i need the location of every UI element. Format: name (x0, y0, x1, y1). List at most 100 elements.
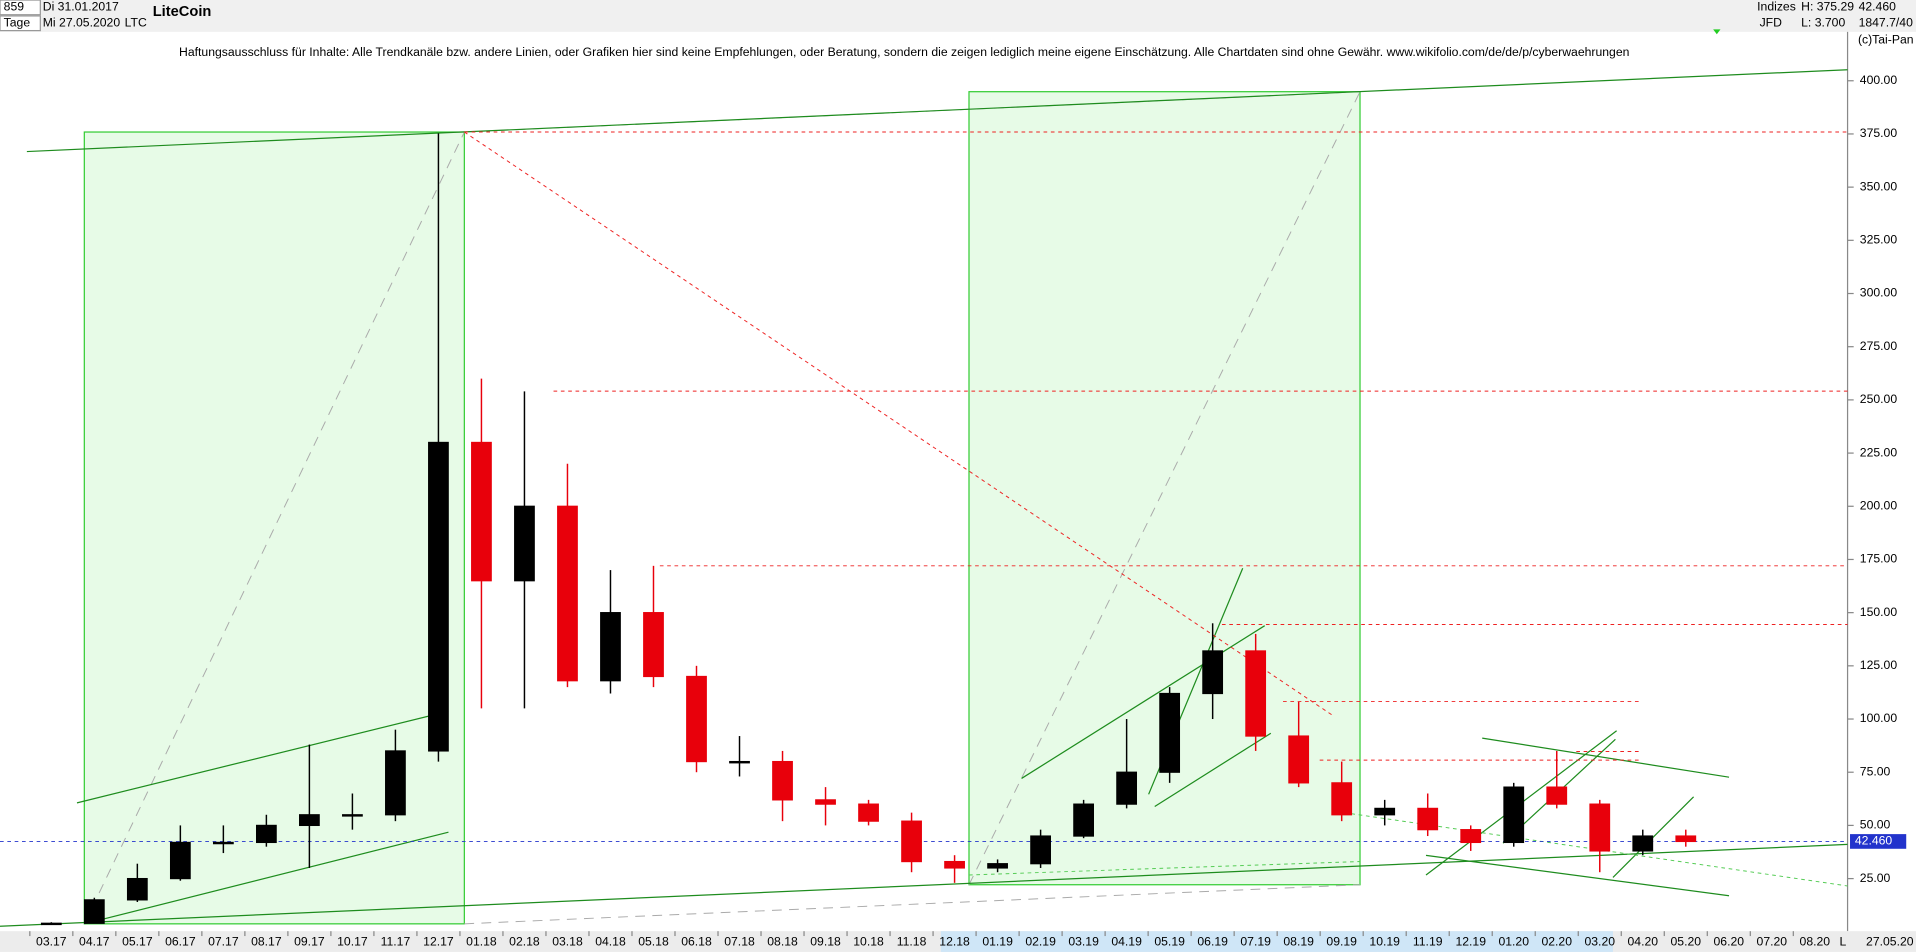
candle-body (729, 760, 750, 764)
instrument-name: LiteCoin (153, 4, 212, 20)
candle-body (600, 612, 621, 682)
low: L: 3.700 (1801, 15, 1845, 29)
candle-body (1417, 807, 1439, 831)
y-tick-label: 200.00 (1860, 498, 1898, 512)
x-tick-label: 05.19 (1154, 934, 1185, 948)
x-tick-label: 08.20 (1800, 934, 1831, 948)
candle-body (772, 760, 793, 801)
candle-body (299, 814, 320, 827)
y-tick-label: 175.00 (1860, 552, 1898, 566)
period-box[interactable] (0, 15, 41, 32)
candle-body (1245, 650, 1267, 737)
trend-line (84, 831, 449, 925)
candle-body (1030, 835, 1051, 865)
candle-body (1288, 735, 1310, 784)
trend-line (1154, 732, 1272, 808)
exchange: Indizes (1757, 0, 1796, 14)
x-tick-label: 01.20 (1498, 934, 1529, 948)
candle-body (83, 899, 105, 924)
diagonal (464, 884, 1361, 925)
candle-body (1073, 803, 1095, 837)
x-tick-label: 09.19 (1326, 934, 1357, 948)
candle-body (1460, 829, 1482, 844)
x-tick-label: 10.18 (853, 934, 884, 948)
candle-body (1503, 786, 1525, 844)
x-tick-label: 07.20 (1757, 934, 1788, 948)
header-bar (0, 0, 1916, 32)
y-tick-label: 400.00 (1860, 73, 1898, 87)
trend-line (1425, 854, 1730, 897)
id-box[interactable] (0, 0, 41, 16)
copyright: (c)Tai-Pan (1858, 33, 1914, 47)
candle-body (557, 505, 578, 682)
x-tick-label: 12.18 (939, 934, 970, 948)
id: 859 (4, 0, 25, 14)
x-tick-label: 08.18 (767, 934, 798, 948)
support-line (968, 861, 1361, 876)
marker (1713, 29, 1721, 35)
x-tick-label: 06.20 (1714, 934, 1745, 948)
y-tick-label: 150.00 (1860, 605, 1898, 619)
x-tick-label: 07.18 (724, 934, 755, 948)
end-date: Mi 27.05.2020 (43, 15, 121, 29)
x-tick-label: 06.19 (1197, 934, 1228, 948)
diagonal (83, 131, 465, 925)
trend-line (1021, 625, 1266, 779)
candle-body (126, 877, 148, 901)
candle-body (944, 860, 965, 869)
scale-label: L (1840, 934, 1847, 948)
x-tick-label: 07.19 (1240, 934, 1271, 948)
high: H: 375.29 (1801, 0, 1854, 14)
x-axis-highlight (940, 931, 1613, 952)
x-tick-label: 03.17 (36, 934, 67, 948)
candle-body (1331, 782, 1353, 816)
last: 42.460 (1859, 0, 1897, 14)
x-tick-label: 05.20 (1671, 934, 1702, 948)
candle-body (1546, 786, 1568, 805)
candle-body (1632, 835, 1654, 852)
x-tick-label: 07.17 (208, 934, 239, 948)
candle-body (1159, 692, 1181, 773)
x-tick-label: 09.18 (810, 934, 841, 948)
x-tick-label: 06.18 (681, 934, 712, 948)
x-tick-label: 04.17 (79, 934, 110, 948)
resistance-line (464, 131, 1333, 716)
trend-line (1612, 796, 1695, 878)
end-date-label: 27.05.20 (1866, 934, 1914, 948)
candle-body (1589, 803, 1611, 852)
y-tick-label: 225.00 (1860, 445, 1898, 459)
x-tick-label: 04.20 (1628, 934, 1659, 948)
x-tick-label: 10.19 (1369, 934, 1400, 948)
x-tick-label: 02.19 (1025, 934, 1056, 948)
period: Tage (4, 15, 31, 29)
x-tick-label: 11.17 (381, 934, 411, 948)
y-tick-label: 350.00 (1860, 179, 1898, 193)
trend-line (26, 69, 1848, 153)
x-tick-label: 12.19 (1455, 934, 1486, 948)
candle-body (212, 841, 234, 845)
candle-body (643, 612, 664, 678)
current-price-label: 42.460 (1855, 834, 1893, 848)
candle-body (815, 799, 836, 805)
x-tick-label: 11.19 (1413, 934, 1443, 948)
x-tick-label: 02.18 (509, 934, 540, 948)
trend-line (76, 710, 449, 804)
candle-body (987, 863, 1008, 869)
x-tick-label: 06.17 (165, 934, 196, 948)
x-tick-label: 03.18 (552, 934, 583, 948)
y-tick-label: 325.00 (1860, 233, 1898, 247)
x-tick-label: 09.17 (294, 934, 325, 948)
x-tick-label: 08.19 (1283, 934, 1314, 948)
candle-body (40, 922, 62, 926)
symbol: LTC (125, 15, 147, 29)
candle-body (686, 675, 707, 763)
candle-body (342, 814, 363, 817)
x-tick-label: 05.17 (122, 934, 153, 948)
x-tick-label: 08.17 (251, 934, 282, 948)
y-tick-label: 275.00 (1860, 339, 1898, 353)
candle-body (1675, 835, 1697, 843)
x-tick-label: 02.20 (1541, 934, 1572, 948)
green-box (83, 131, 465, 925)
